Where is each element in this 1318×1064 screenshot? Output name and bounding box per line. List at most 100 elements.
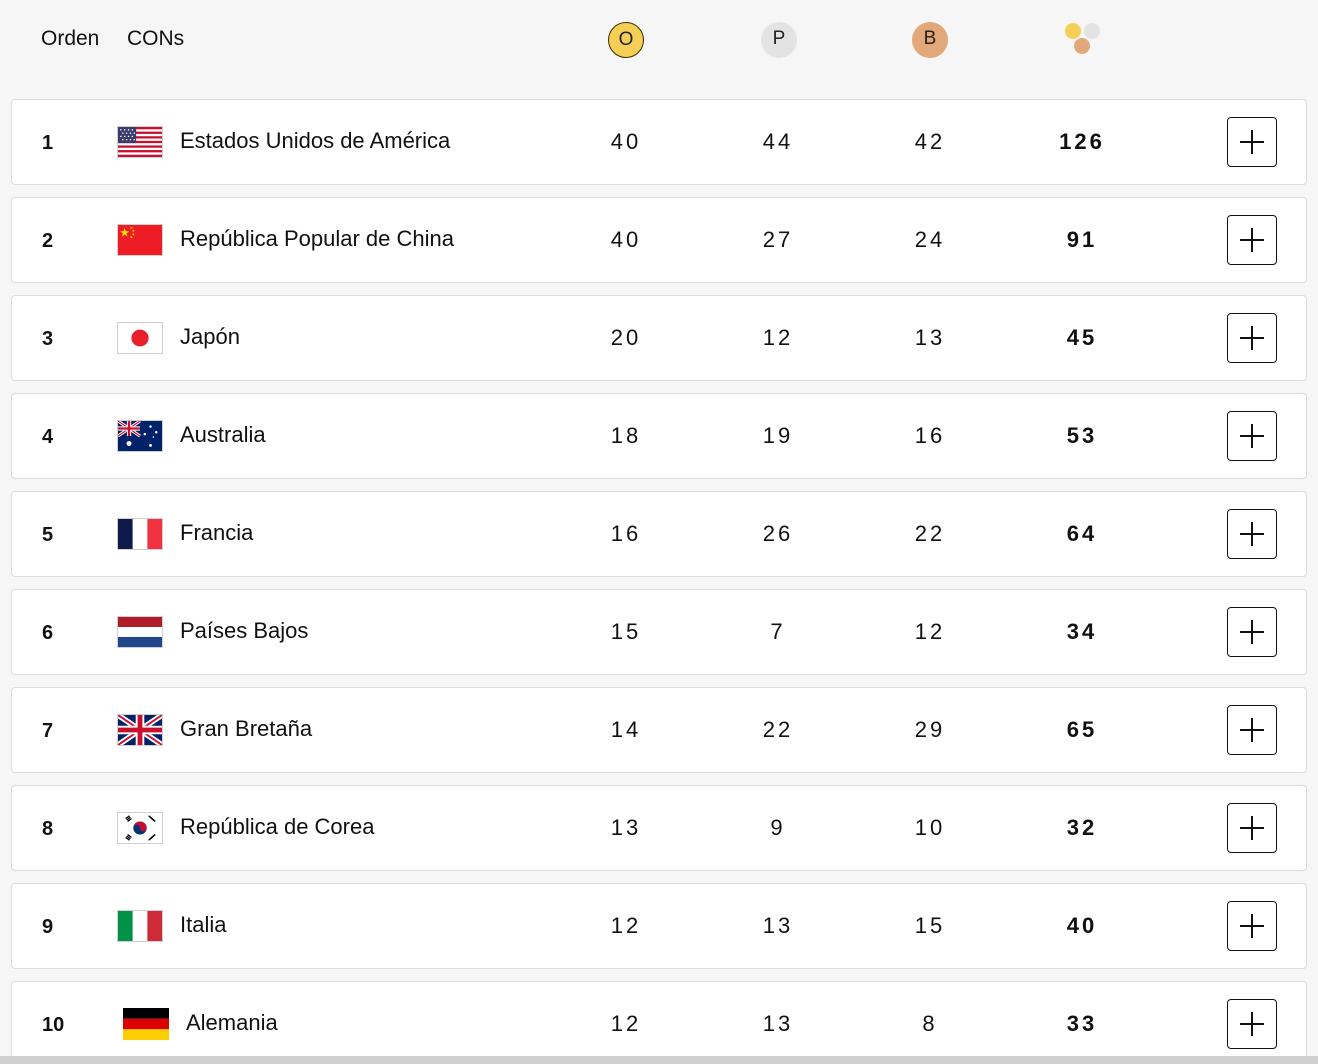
expand-row-button[interactable] <box>1227 607 1277 657</box>
france-flag-icon <box>117 518 163 550</box>
total-medals-icon[interactable] <box>1062 20 1102 60</box>
silver-count: 7 <box>770 619 786 644</box>
silver-column-header[interactable]: P <box>761 22 797 58</box>
rank-column-header[interactable]: Orden <box>41 27 100 50</box>
silver-count: 26 <box>762 521 794 546</box>
total-count: 126 <box>1059 129 1105 154</box>
rank-cell: 9 <box>42 916 54 938</box>
expand-row-button[interactable] <box>1227 509 1277 559</box>
rank-cell: 6 <box>42 622 54 644</box>
rank-cell: 10 <box>42 1014 65 1036</box>
table-row: 10 Alemania 12 13 8 33 <box>11 981 1307 1064</box>
bronze-count: 13 <box>914 325 946 350</box>
silver-count: 13 <box>762 1011 794 1036</box>
gold-count: 40 <box>610 129 642 154</box>
gold-count: 13 <box>610 815 642 840</box>
table-row: 2 República Popular de China 40 27 24 91 <box>11 197 1307 283</box>
silver-count: 12 <box>762 325 794 350</box>
country-name[interactable]: Japón <box>180 324 240 349</box>
horizontal-scrollbar[interactable] <box>0 1056 1318 1064</box>
gold-count: 12 <box>610 913 642 938</box>
bronze-count: 15 <box>914 913 946 938</box>
total-count: 34 <box>1066 619 1098 644</box>
bronze-count: 8 <box>922 1011 938 1036</box>
korea-flag-icon <box>117 812 163 844</box>
bronze-count: 16 <box>914 423 946 448</box>
table-row: 9 Italia 12 13 15 40 <box>11 883 1307 969</box>
bronze-count: 22 <box>914 521 946 546</box>
gold-dot-icon <box>1065 23 1081 39</box>
expand-row-button[interactable] <box>1227 215 1277 265</box>
country-name[interactable]: Países Bajos <box>180 618 309 643</box>
bronze-dot-icon <box>1074 38 1090 54</box>
gold-count: 16 <box>610 521 642 546</box>
gold-count: 14 <box>610 717 642 742</box>
country-name[interactable]: Estados Unidos de América <box>180 128 451 153</box>
usa-flag-icon <box>117 126 163 158</box>
total-count: 33 <box>1066 1011 1098 1036</box>
silver-count: 27 <box>762 227 794 252</box>
gold-count: 12 <box>610 1011 642 1036</box>
rank-cell: 3 <box>42 328 54 350</box>
rank-cell: 1 <box>42 132 54 154</box>
medal-table-header: Orden CONs O P B <box>0 0 1318 80</box>
country-name[interactable]: Italia <box>180 912 227 937</box>
bronze-count: 24 <box>914 227 946 252</box>
table-row: 1 Estados Unidos de América <box>11 99 1307 185</box>
japan-flag-icon <box>117 322 163 354</box>
bronze-count: 29 <box>914 717 946 742</box>
table-row: 4 Australia 18 19 16 53 <box>11 393 1307 479</box>
country-name[interactable]: República de Corea <box>180 814 375 839</box>
silver-count: 44 <box>762 129 794 154</box>
total-count: 40 <box>1066 913 1098 938</box>
great-britain-flag-icon <box>117 714 163 746</box>
table-row: 7 Gran Bretaña 14 22 29 65 <box>11 687 1307 773</box>
expand-row-button[interactable] <box>1227 803 1277 853</box>
total-count: 91 <box>1066 227 1098 252</box>
total-count: 64 <box>1066 521 1098 546</box>
silver-dot-icon <box>1084 23 1100 39</box>
table-row: 3 Japón 20 12 13 45 <box>11 295 1307 381</box>
rank-cell: 2 <box>42 230 54 252</box>
gold-count: 18 <box>610 423 642 448</box>
total-count: 53 <box>1066 423 1098 448</box>
rank-cell: 8 <box>42 818 54 840</box>
australia-flag-icon <box>117 420 163 452</box>
table-row: 6 Países Bajos 15 7 12 34 <box>11 589 1307 675</box>
rank-cell: 7 <box>42 720 54 742</box>
total-count: 45 <box>1066 325 1098 350</box>
gold-count: 40 <box>610 227 642 252</box>
china-flag-icon <box>117 224 163 256</box>
country-name[interactable]: Francia <box>180 520 254 545</box>
noc-column-header[interactable]: CONs <box>127 27 185 50</box>
expand-row-button[interactable] <box>1227 411 1277 461</box>
expand-row-button[interactable] <box>1227 999 1277 1049</box>
silver-count: 13 <box>762 913 794 938</box>
netherlands-flag-icon <box>117 616 163 648</box>
country-name[interactable]: Gran Bretaña <box>180 716 313 741</box>
country-name[interactable]: Alemania <box>186 1010 278 1035</box>
silver-count: 9 <box>770 815 786 840</box>
silver-count: 19 <box>762 423 794 448</box>
germany-flag-icon <box>123 1008 169 1040</box>
gold-count: 15 <box>610 619 642 644</box>
expand-row-button[interactable] <box>1227 901 1277 951</box>
bronze-count: 42 <box>914 129 946 154</box>
total-count: 65 <box>1066 717 1098 742</box>
expand-row-button[interactable] <box>1227 705 1277 755</box>
silver-count: 22 <box>762 717 794 742</box>
table-row: 5 Francia 16 26 22 64 <box>11 491 1307 577</box>
country-name[interactable]: Australia <box>180 422 266 447</box>
country-name[interactable]: República Popular de China <box>180 226 454 251</box>
expand-row-button[interactable] <box>1227 117 1277 167</box>
gold-column-header[interactable]: O <box>608 22 644 58</box>
table-row: 8 República de Corea 13 9 10 32 <box>11 785 1307 871</box>
expand-row-button[interactable] <box>1227 313 1277 363</box>
rank-cell: 4 <box>42 426 54 448</box>
italy-flag-icon <box>117 910 163 942</box>
medal-table: 1 Estados Unidos de América <box>11 99 1307 1064</box>
bronze-count: 12 <box>914 619 946 644</box>
bronze-count: 10 <box>914 815 946 840</box>
bronze-column-header[interactable]: B <box>912 22 948 58</box>
total-count: 32 <box>1066 815 1098 840</box>
